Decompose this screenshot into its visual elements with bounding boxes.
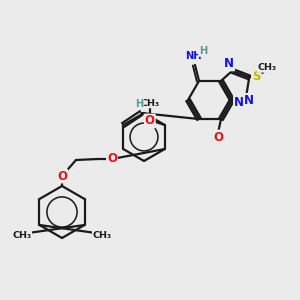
Text: N: N <box>224 57 234 70</box>
Text: CH₃: CH₃ <box>140 98 159 107</box>
Text: O: O <box>107 152 117 166</box>
Text: H: H <box>199 46 207 56</box>
Text: O: O <box>145 115 155 128</box>
Text: NH: NH <box>185 51 201 61</box>
Text: H: H <box>135 99 143 109</box>
Text: N: N <box>234 95 244 109</box>
Text: N: N <box>244 94 254 107</box>
Text: CH₃: CH₃ <box>12 231 31 240</box>
Text: S: S <box>252 70 260 83</box>
Text: CH₃: CH₃ <box>93 231 112 240</box>
Text: CH₃: CH₃ <box>258 63 277 72</box>
Text: O: O <box>57 169 67 182</box>
Text: O: O <box>213 130 223 144</box>
